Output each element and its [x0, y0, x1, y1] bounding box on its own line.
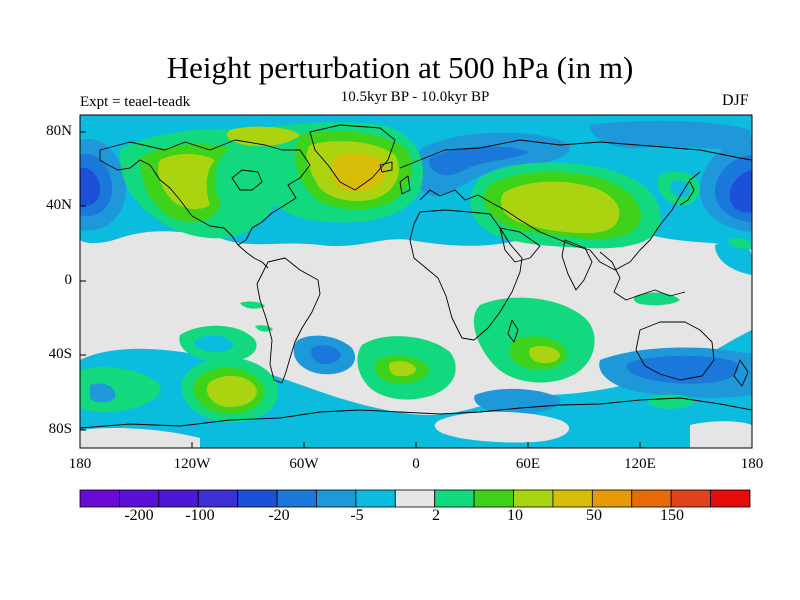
coastline-north-america	[99, 139, 311, 246]
field-region	[90, 383, 116, 403]
colorbar-swatch	[631, 489, 672, 508]
lon-label: 60E	[515, 456, 541, 472]
field-region	[728, 238, 752, 249]
coastline-british-isles	[399, 175, 411, 195]
field-region	[715, 241, 752, 275]
colorbar-swatch	[513, 489, 554, 508]
plot-title: Height perturbation at 500 hPa (in m)	[166, 50, 634, 85]
field-region	[529, 346, 561, 364]
field-region	[669, 180, 690, 198]
lat-label: 40N	[46, 197, 72, 213]
colorbar	[79, 489, 751, 508]
colorbar-swatch	[394, 489, 436, 508]
colorbar-swatch	[355, 489, 396, 508]
colorbar-swatch	[197, 489, 239, 508]
field-region	[311, 345, 341, 364]
experiment-label: Expt = teael-teadk	[80, 94, 191, 110]
colorbar-swatch	[473, 489, 514, 508]
colorbar-swatch	[710, 489, 751, 508]
coastline-hudson-bay	[231, 169, 263, 191]
field-region	[626, 355, 739, 384]
colorbar-swatch	[591, 489, 633, 508]
colorbar-label: -5	[350, 507, 364, 524]
field-region	[500, 181, 620, 234]
field-region	[331, 153, 386, 192]
lat-label: 0	[64, 272, 73, 288]
field-region	[388, 361, 416, 377]
field-region	[80, 167, 100, 206]
lon-label: 120E	[624, 456, 656, 472]
lat-label: 80S	[48, 421, 72, 437]
colorbar-swatch	[276, 489, 317, 508]
colorbar-label: 50	[586, 507, 602, 524]
field-region	[158, 154, 215, 210]
coastline-new-zealand	[733, 359, 749, 387]
colorbar-label: -100	[185, 507, 215, 524]
colorbar-swatch	[316, 489, 357, 508]
colorbar-label: -20	[268, 507, 290, 524]
colorbar-label: 150	[660, 507, 684, 524]
field-region	[226, 126, 300, 147]
field-region	[474, 388, 561, 415]
season-label: DJF	[722, 92, 749, 109]
lon-label: 120W	[173, 456, 211, 472]
coastline-madagascar	[507, 319, 519, 343]
colorbar-label: -200	[124, 507, 154, 524]
field-region	[194, 335, 234, 353]
coastline-southeast-asia	[599, 251, 686, 301]
axis-ticks	[79, 131, 753, 448]
lon-label: 0	[412, 456, 420, 472]
coastline-australia	[635, 321, 715, 381]
colorbar-swatch	[237, 489, 278, 508]
field-region	[80, 427, 200, 448]
coastline-antarctica	[80, 397, 752, 429]
coastline-iceland	[379, 161, 393, 173]
coastline-europe-asia	[399, 139, 752, 271]
plot-subtitle: 10.5kyr BP - 10.0kyr BP	[340, 89, 490, 105]
field-region	[729, 170, 752, 213]
colorbar-swatch	[158, 489, 199, 508]
coastline-arabia	[499, 227, 541, 263]
colorbar-label: 10	[507, 507, 523, 524]
colorbar-swatch	[79, 489, 120, 508]
field-shading	[80, 115, 752, 448]
field-region	[590, 120, 752, 150]
coastline-japan	[679, 181, 695, 206]
coastline-central-america	[237, 244, 269, 269]
coastlines	[80, 124, 752, 429]
coastline-south-america	[256, 257, 321, 384]
colorbar-swatch	[552, 489, 593, 508]
field-region	[240, 301, 265, 309]
lat-label: 40S	[48, 346, 72, 362]
colorbar-swatch	[670, 489, 711, 508]
coastline-greenland	[309, 124, 396, 191]
lon-label: 180	[68, 456, 92, 472]
coastline-africa	[409, 209, 523, 341]
colorbar-label: 2	[432, 507, 440, 524]
lon-label: 180	[740, 456, 764, 472]
colorbar-swatch	[119, 489, 160, 508]
lon-label: 60W	[289, 456, 319, 472]
coastline-india	[561, 239, 593, 291]
lat-label: 80N	[46, 123, 72, 139]
field-region	[207, 375, 257, 408]
colorbar-swatch	[434, 489, 475, 508]
field-region	[429, 146, 530, 176]
field-region	[434, 411, 570, 443]
field-region	[413, 132, 571, 196]
field-region	[690, 421, 752, 448]
